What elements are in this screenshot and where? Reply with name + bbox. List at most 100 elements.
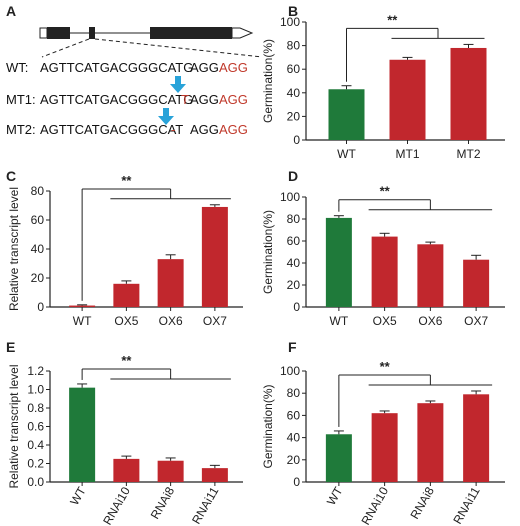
x-tick-label: OX6 — [159, 314, 183, 328]
bar-wt — [328, 89, 365, 140]
seq-pam: AGG — [219, 122, 248, 137]
panel-letter-b: B — [288, 3, 298, 19]
x-tick-label: MT2 — [457, 147, 481, 161]
y-tick-label: 40 — [31, 242, 45, 256]
y-axis-title: Relative transcript level — [7, 364, 21, 488]
y-tick-label: 0.6 — [27, 420, 44, 434]
y-tick-label: 0.0 — [27, 475, 44, 489]
seq-main: AGTTCATGACGGGCATG — [40, 60, 193, 75]
y-tick-label: 100 — [280, 15, 300, 29]
y-tick-label: 1.0 — [27, 383, 44, 397]
bar-mt2 — [450, 47, 487, 140]
panel-letter-a: A — [6, 3, 16, 19]
y-tick-label: 0 — [293, 300, 300, 314]
y-tick-label: 60 — [31, 213, 45, 227]
x-tick-label: MT1 — [396, 147, 420, 161]
seq-label: MT2: — [6, 122, 36, 137]
y-tick-label: 80 — [287, 386, 301, 400]
significance-marker: ** — [380, 359, 391, 374]
bar-rnai11 — [201, 468, 228, 482]
bar-ox6 — [157, 259, 184, 307]
y-tick-label: 40 — [287, 431, 301, 445]
bar-rnai8 — [157, 460, 184, 482]
significance-marker: ** — [387, 12, 398, 27]
bar-ox6 — [417, 244, 444, 307]
bar-ox7 — [463, 259, 490, 307]
bar-mt1 — [389, 59, 426, 141]
y-axis-title: Germination(%) — [261, 210, 275, 294]
x-tick-label: RNAi11 — [450, 484, 483, 526]
exon-3 — [150, 27, 232, 39]
y-tick-label: 20 — [287, 109, 301, 123]
seq-row-mt1: MT1: AGTTCATGACGGGCATG T AGG AGG — [6, 92, 248, 107]
y-tick-label: 20 — [287, 278, 301, 292]
y-tick-label: 0 — [37, 300, 44, 314]
y-axis-title: Germination(%) — [261, 384, 275, 468]
y-tick-label: 20 — [287, 453, 301, 467]
y-tick-label: 100 — [280, 190, 300, 204]
deletion-arrow-icon — [158, 108, 174, 125]
x-tick-label: WT — [337, 147, 356, 161]
y-axis-title: Germination(%) — [261, 39, 275, 123]
y-tick-label: 40 — [287, 256, 301, 270]
y-tick-label: 80 — [287, 212, 301, 226]
x-tick-label: RNAi8 — [408, 484, 438, 521]
x-tick-label: OX7 — [464, 314, 488, 328]
seq-main: AGTTCATGACGGGCATG — [40, 92, 193, 107]
y-tick-label: 40 — [287, 86, 301, 100]
utr-5 — [39, 27, 48, 39]
x-tick-label: WT — [73, 314, 92, 328]
bar-rnai11 — [463, 394, 490, 482]
bar-rnai10 — [371, 413, 398, 482]
panel-letter-d: D — [288, 168, 298, 184]
y-tick-label: 60 — [287, 62, 301, 76]
x-tick-label: WT — [330, 314, 349, 328]
x-tick-label: OX7 — [203, 314, 227, 328]
bar-wt — [69, 387, 96, 482]
seq-mutation: - — [171, 122, 175, 137]
seq-mutation: T — [181, 92, 189, 107]
bar-charts: B 0 20 40 60 80 100 Germination(%) WT MT1 MT2 ** C 0 2… — [6, 3, 505, 526]
significance-marker: ** — [121, 353, 132, 368]
panel-letter-e: E — [6, 339, 15, 355]
chart-panel-c: C 0 20 40 60 80 Relative transcript level WT OX5… — [6, 168, 243, 328]
bar-wt — [325, 217, 352, 307]
y-axis-title: Relative transcript level — [7, 187, 21, 311]
panel-a: A WT: AGTTCATGACGGGCATG AGG AGG MT1: AGT… — [6, 3, 263, 137]
y-tick-label: 0 — [293, 475, 300, 489]
bar-wt — [69, 305, 96, 307]
seq-gap: AGG — [190, 122, 219, 137]
chart-panel-e: E 0.0 0.2 0.4 0.6 0.8 1.0 1.2 Relative transcrip… — [6, 339, 243, 526]
panel-letter-c: C — [6, 168, 16, 184]
y-tick-label: 0.4 — [27, 438, 44, 452]
significance-marker: ** — [380, 184, 391, 199]
panel-letter-f: F — [288, 339, 297, 355]
x-tick-label: RNAi11 — [189, 484, 222, 526]
x-tick-label: WT — [67, 484, 89, 508]
y-tick-label: 0.8 — [27, 401, 44, 415]
y-tick-label: 60 — [287, 234, 301, 248]
bar-ox5 — [113, 283, 140, 307]
seq-gap: AGG — [190, 60, 219, 75]
chart-panel-f: F 0 20 40 60 80 100 Germination(%) WT RNAi10 RNAi8… — [261, 339, 505, 526]
seq-row-wt: WT: AGTTCATGACGGGCATG AGG AGG — [6, 60, 248, 75]
chart-panel-b: B 0 20 40 60 80 100 Germination(%) WT MT1 MT2 ** — [261, 3, 505, 161]
gene-model — [39, 27, 263, 58]
exon-1 — [47, 27, 70, 39]
x-tick-label: RNAi10 — [100, 484, 133, 526]
y-tick-label: 20 — [31, 271, 45, 285]
bar-rnai8 — [417, 403, 444, 482]
utr-3-arrow — [231, 27, 254, 39]
seq-gap: AGG — [190, 92, 219, 107]
y-tick-label: 80 — [31, 184, 45, 198]
exon-2 — [89, 27, 95, 39]
bar-ox7 — [201, 206, 228, 307]
y-tick-label: 0.2 — [27, 457, 44, 471]
bar-wt — [325, 434, 352, 482]
y-tick-label: 100 — [280, 364, 300, 378]
seq-label: WT: — [6, 60, 28, 75]
x-tick-label: OX5 — [114, 314, 138, 328]
chart-panel-d: D 0 20 40 60 80 100 Germination(%) WT OX5 OX6 OX7 ** — [261, 168, 505, 328]
seq-pam: AGG — [219, 60, 248, 75]
